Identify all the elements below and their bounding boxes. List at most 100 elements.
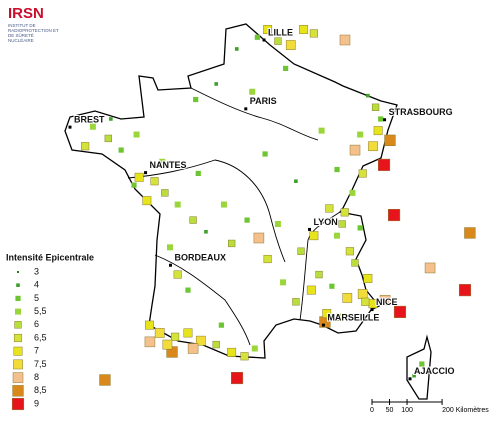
scale-label: 0 [370, 407, 374, 414]
epicenter [315, 270, 323, 279]
epicenter [338, 220, 346, 228]
legend-label: 5 [34, 293, 39, 303]
epicenter [318, 127, 325, 134]
epicenter [309, 231, 319, 241]
epicenter [339, 34, 351, 46]
epicenter [109, 117, 113, 121]
epicenter [366, 93, 370, 98]
epicenter [131, 182, 137, 188]
epicenter [144, 320, 154, 330]
epicenter [342, 293, 353, 303]
epicenter [162, 339, 173, 350]
legend: Intensité Epicentrale 3 4 5 5,5 6 6,5 7 7,5 8 8,5… [6, 252, 94, 411]
city-dot [408, 377, 412, 381]
epicenter [378, 158, 391, 171]
epicenter [306, 285, 316, 295]
epicenter [329, 283, 335, 289]
epicenter [154, 328, 165, 338]
legend-label: 8 [34, 372, 39, 382]
logo-subtitle: INSTITUT DE RADIOPROTECTION ET DE SÛRETÉ… [8, 23, 59, 43]
epicenter [419, 361, 425, 367]
scale-label: 100 [401, 407, 413, 414]
epicenter [159, 158, 166, 165]
epicenter [283, 65, 289, 71]
epicenter [412, 373, 416, 378]
epicenter [240, 352, 249, 361]
legend-swatch [15, 295, 21, 301]
epicenter [363, 274, 373, 283]
epicenter [212, 340, 220, 349]
city-dot [321, 323, 325, 327]
city-dot [383, 118, 387, 122]
epicenter [464, 227, 476, 239]
scale-label: 50 [386, 407, 394, 414]
epicenter [174, 201, 181, 208]
city-dot [244, 107, 248, 111]
epicenter [214, 82, 219, 86]
epicenter [227, 347, 237, 357]
river-garonne [154, 254, 251, 346]
logo-subtitle-box: INSTITUT DE RADIOPROTECTION ET DE SÛRETÉ… [8, 23, 59, 43]
epicenter [251, 345, 258, 352]
epicenter [171, 332, 180, 341]
legend-swatch [12, 372, 24, 383]
epicenter [458, 284, 472, 297]
legend-swatch [13, 333, 23, 343]
epicenter [263, 25, 273, 34]
epicenter [134, 172, 144, 182]
epicenter [161, 189, 169, 197]
river-rhone [299, 211, 341, 321]
epicenter [228, 239, 236, 248]
legend-label: 5,5 [34, 306, 47, 316]
epicenter [244, 217, 250, 223]
logo-name: IRSN [8, 5, 44, 22]
epicenter [357, 131, 364, 138]
epicenter [173, 270, 182, 279]
epicenter [297, 247, 305, 255]
river-loire [127, 159, 286, 263]
city-dot [168, 263, 172, 267]
city-label: LILLE [268, 27, 293, 37]
epicenter [325, 204, 334, 213]
epicenter [274, 37, 282, 45]
epicenter [118, 147, 124, 153]
epicenter [285, 40, 296, 50]
legend-label: 6,5 [34, 332, 47, 342]
epicenter [166, 244, 173, 251]
epicenter [142, 196, 152, 206]
legend-swatch [14, 321, 22, 329]
city-label: LYON [314, 217, 338, 227]
city-layer: LILLE PARIS BREST STRASBOURG NANTES LYON BORDE… [68, 26, 456, 381]
legend-swatch [12, 385, 24, 397]
corsica-outline [406, 334, 432, 400]
epicenter [334, 232, 341, 239]
epicenter [368, 141, 378, 152]
city-label: STRASBOURG [389, 107, 453, 117]
city-dot [144, 171, 148, 175]
epicenter [334, 166, 340, 173]
epicenter [361, 297, 370, 306]
epicenter [253, 232, 265, 244]
epicenter [189, 216, 197, 224]
epicenter [340, 208, 349, 217]
epicenter [309, 29, 318, 38]
epicenter [379, 294, 391, 306]
city-dot [308, 227, 312, 231]
city-dot [370, 308, 374, 312]
france-outline [64, 23, 398, 359]
city-label: BREST [74, 115, 105, 125]
rivers [127, 87, 341, 346]
epicenter [384, 134, 396, 147]
epicenter [373, 126, 383, 136]
epicenter [195, 335, 206, 346]
legend-label: 8,5 [34, 385, 47, 395]
epicenter [294, 179, 298, 184]
city-dot [68, 125, 72, 129]
epicenter [187, 343, 199, 354]
epicenter [249, 88, 256, 95]
legend-swatch [15, 308, 21, 315]
legend-swatch [13, 346, 23, 356]
epicenter [335, 313, 344, 322]
